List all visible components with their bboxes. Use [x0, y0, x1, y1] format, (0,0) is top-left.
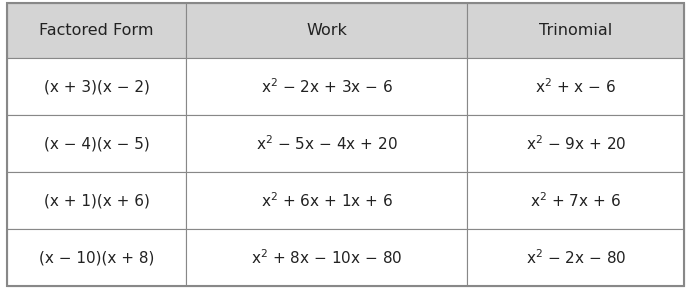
Bar: [7, 229, 187, 286]
Bar: [187, 172, 467, 229]
Bar: [7, 115, 187, 172]
Text: x$^{2}$ − 9x + 20: x$^{2}$ − 9x + 20: [526, 134, 626, 153]
Text: (x − 10)(x + 8): (x − 10)(x + 8): [39, 250, 154, 265]
Bar: [7, 172, 187, 229]
Text: Trinomial: Trinomial: [539, 23, 612, 38]
Text: x$^{2}$ + x − 6: x$^{2}$ + x − 6: [535, 77, 616, 96]
Text: x$^{2}$ − 2x − 80: x$^{2}$ − 2x − 80: [526, 248, 626, 267]
Bar: [187, 3, 467, 58]
Bar: [7, 3, 187, 58]
Bar: [7, 58, 187, 115]
Bar: [467, 58, 684, 115]
Bar: [467, 3, 684, 58]
Bar: [187, 115, 467, 172]
Text: x$^{2}$ − 5x − 4x + 20: x$^{2}$ − 5x − 4x + 20: [256, 134, 398, 153]
Bar: [187, 58, 467, 115]
Text: (x + 3)(x − 2): (x + 3)(x − 2): [44, 79, 149, 94]
Text: x$^{2}$ + 7x + 6: x$^{2}$ + 7x + 6: [530, 191, 621, 210]
Text: Work: Work: [306, 23, 348, 38]
Text: x$^{2}$ + 6x + 1x + 6: x$^{2}$ + 6x + 1x + 6: [261, 191, 393, 210]
Text: x$^{2}$ − 2x + 3x − 6: x$^{2}$ − 2x + 3x − 6: [261, 77, 393, 96]
Text: Factored Form: Factored Form: [39, 23, 154, 38]
Bar: [187, 229, 467, 286]
Bar: [467, 229, 684, 286]
Bar: [467, 172, 684, 229]
Text: (x + 1)(x + 6): (x + 1)(x + 6): [44, 193, 149, 208]
Text: (x − 4)(x − 5): (x − 4)(x − 5): [44, 136, 149, 151]
Text: x$^{2}$ + 8x − 10x − 80: x$^{2}$ + 8x − 10x − 80: [252, 248, 403, 267]
Bar: [467, 115, 684, 172]
